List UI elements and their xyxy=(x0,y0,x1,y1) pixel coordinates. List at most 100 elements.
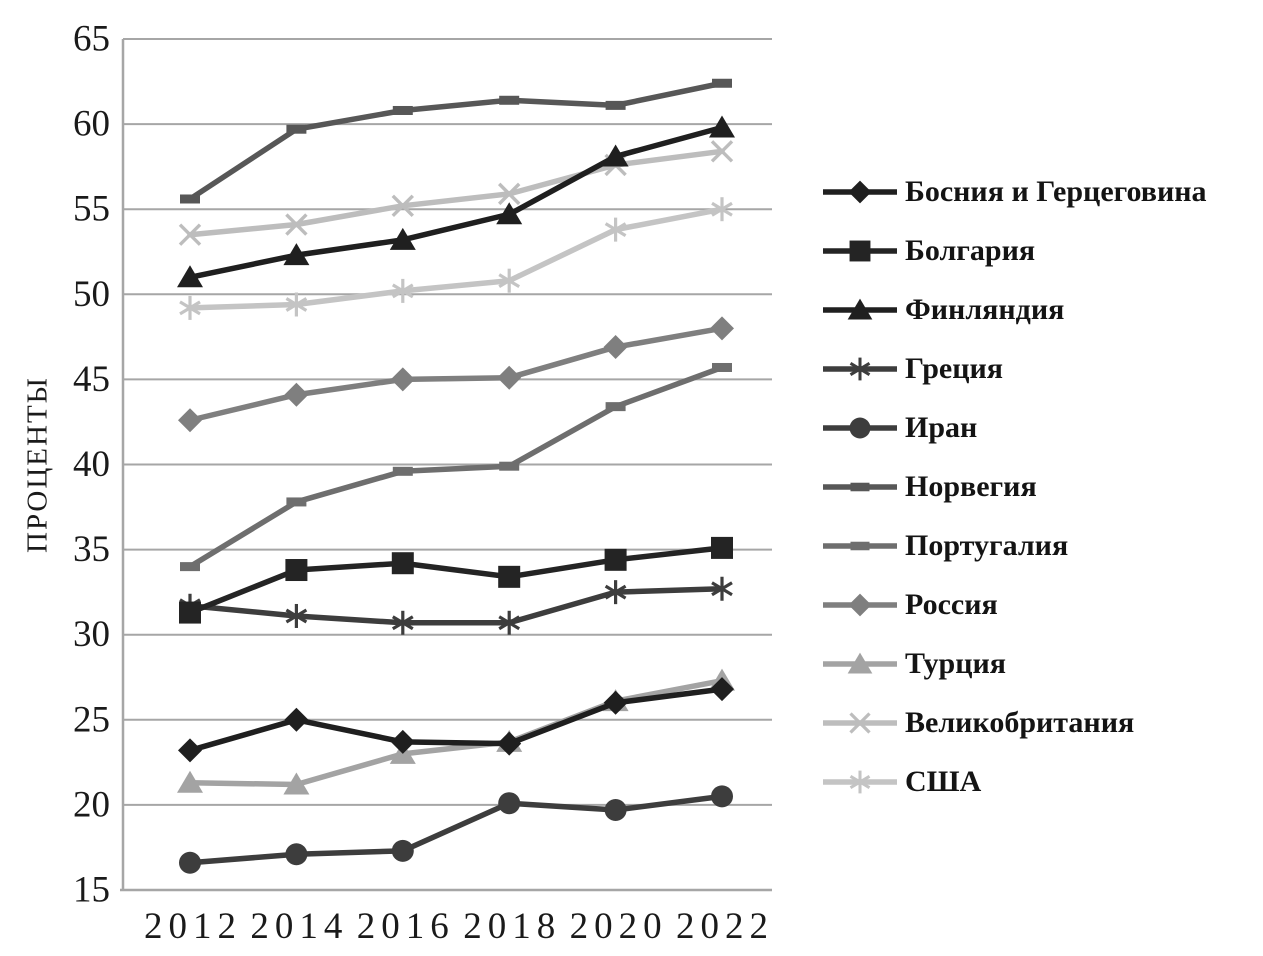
legend-marker-asterisk6 xyxy=(823,357,897,380)
legend-item: Финляндия xyxy=(821,280,1207,339)
x-marker xyxy=(391,194,415,217)
dash-marker xyxy=(392,105,413,115)
legend-label: Турция xyxy=(905,646,1007,680)
asterisk-marker xyxy=(285,292,308,317)
legend-item: Греция xyxy=(821,339,1207,398)
dash-marker xyxy=(392,466,413,476)
triangle-marker xyxy=(283,772,310,795)
circle-marker xyxy=(179,851,201,874)
dash-marker xyxy=(605,402,626,412)
legend-label: Норвегия xyxy=(905,469,1037,503)
dash-marker xyxy=(286,124,307,134)
series-США xyxy=(179,197,733,320)
asterisk-marker xyxy=(604,580,627,605)
x-tick-label: 2014 xyxy=(250,906,348,947)
circle-marker xyxy=(498,792,521,815)
y-axis-title: ПРОЦЕНТЫ xyxy=(21,376,54,553)
dash-marker xyxy=(712,78,732,88)
square-marker xyxy=(498,565,521,588)
x-tick-label: 2020 xyxy=(570,906,668,947)
square-marker xyxy=(604,548,627,571)
legend-marker-triangle xyxy=(823,652,897,673)
legend-label: Португалия xyxy=(905,528,1069,562)
legend-label: Босния и Герцеговина xyxy=(905,174,1207,208)
triangle-marker xyxy=(177,265,203,288)
square-marker xyxy=(711,536,733,559)
diamond-marker xyxy=(497,731,522,756)
y-tick-label: 25 xyxy=(73,699,110,740)
x-tick-label: 2018 xyxy=(463,906,561,947)
legend-label: Болгария xyxy=(905,233,1036,267)
dash-marker xyxy=(712,362,732,372)
y-tick-label: 30 xyxy=(73,614,110,655)
legend-marker-dash xyxy=(823,541,897,550)
square-marker xyxy=(849,240,871,261)
legend-item: Россия xyxy=(821,575,1207,634)
asterisk-marker xyxy=(285,603,308,628)
square-marker xyxy=(285,559,308,582)
legend-marker-asterisk6 xyxy=(823,770,897,793)
y-tick-label: 15 xyxy=(73,870,110,911)
y-tick-label: 20 xyxy=(73,784,110,825)
asterisk-marker xyxy=(391,278,414,303)
x-marker xyxy=(497,182,521,206)
dash-marker xyxy=(850,541,870,550)
legend-marker-diamond xyxy=(823,593,897,616)
dash-marker xyxy=(499,461,520,471)
circle-marker xyxy=(604,799,627,822)
dash-marker xyxy=(180,194,200,204)
diamond-marker xyxy=(497,365,522,390)
triangle-marker xyxy=(283,243,310,266)
legend-label: Греция xyxy=(905,351,1003,385)
x-tick-label: 2022 xyxy=(676,906,774,947)
asterisk-marker xyxy=(711,197,733,222)
triangle-marker xyxy=(847,652,873,673)
circle-marker xyxy=(285,843,308,866)
triangle-marker xyxy=(177,770,203,793)
circle-marker xyxy=(391,839,414,862)
dash-marker xyxy=(180,562,200,572)
legend-marker-x xyxy=(823,711,897,734)
diamond-marker xyxy=(710,677,734,702)
legend-label: США xyxy=(905,764,982,798)
series-Болгария xyxy=(179,536,733,624)
triangle-marker xyxy=(496,202,523,225)
series-Португалия xyxy=(180,362,732,572)
y-tick-label: 55 xyxy=(73,189,110,230)
triangle-marker xyxy=(602,144,629,167)
circle-marker xyxy=(711,785,733,808)
square-marker xyxy=(179,601,201,624)
y-tick-label: 65 xyxy=(73,19,110,60)
legend-item: США xyxy=(821,752,1207,811)
series-Иран xyxy=(179,785,733,874)
diamond-marker xyxy=(848,593,872,616)
dash-marker xyxy=(850,482,870,491)
legend-item: Босния и Герцеговина xyxy=(821,162,1207,221)
diamond-marker xyxy=(284,382,309,407)
legend-label: Россия xyxy=(905,587,998,621)
y-tick-label: 40 xyxy=(73,444,110,485)
series-Норвегия xyxy=(180,78,732,204)
diamond-marker xyxy=(603,690,628,715)
legend-label: Финляндия xyxy=(905,292,1065,326)
dash-marker xyxy=(499,95,520,105)
x-marker xyxy=(178,223,202,246)
legend-item: Турция xyxy=(821,634,1207,693)
triangle-marker xyxy=(847,298,873,319)
asterisk-marker xyxy=(604,217,627,242)
asterisk-marker xyxy=(849,357,871,380)
legend-marker-circle xyxy=(823,417,897,438)
triangle-marker xyxy=(709,115,735,138)
legend-label: Иран xyxy=(905,410,978,444)
diamond-marker xyxy=(178,408,202,433)
asterisk-marker xyxy=(849,770,871,793)
legend-marker-square xyxy=(823,240,897,261)
diamond-marker xyxy=(710,316,734,341)
x-marker xyxy=(849,711,871,734)
legend-item: Португалия xyxy=(821,516,1207,575)
asterisk-marker xyxy=(179,295,201,320)
x-tick-label: 2012 xyxy=(144,906,242,947)
dash-marker xyxy=(286,497,307,507)
y-tick-label: 50 xyxy=(73,274,110,315)
